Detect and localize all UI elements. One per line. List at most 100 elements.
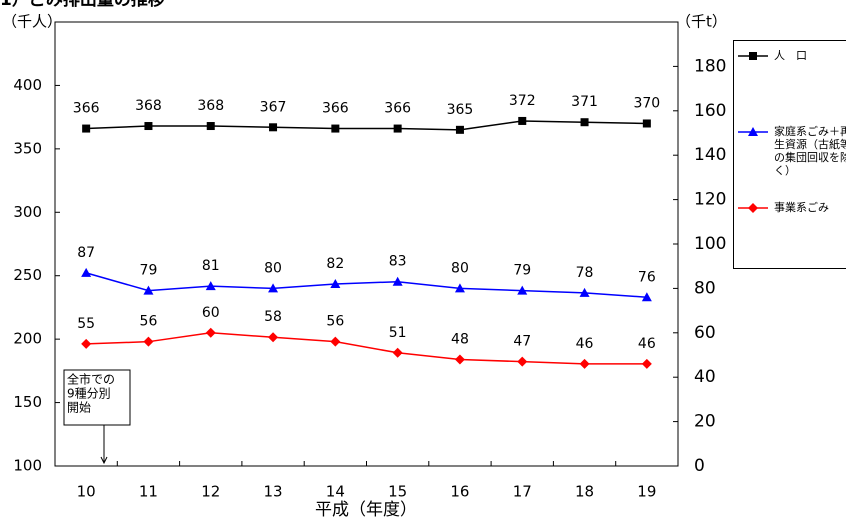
point xyxy=(206,122,215,131)
y2-tick-label: 160 xyxy=(694,101,726,121)
point xyxy=(392,347,403,358)
point xyxy=(642,119,651,128)
legend-label: 家庭系ごみ＋再生資源（古紙等の集団回収を除く） xyxy=(774,125,846,177)
y2-tick-label: 40 xyxy=(694,367,716,387)
legend-label: 人 口 xyxy=(774,49,807,62)
x-tick-label: 17 xyxy=(513,483,532,501)
data-label: 60 xyxy=(202,305,220,321)
data-label: 48 xyxy=(451,331,469,347)
data-label: 51 xyxy=(389,325,407,341)
y-axis-label: （千人） xyxy=(2,13,62,31)
series-line xyxy=(86,120,647,131)
data-label: 82 xyxy=(326,256,344,272)
point xyxy=(580,118,589,127)
data-label: 80 xyxy=(451,260,469,276)
data-label: 80 xyxy=(264,260,282,276)
point xyxy=(143,285,154,295)
point xyxy=(641,292,652,302)
y2-tick-label: 0 xyxy=(694,456,705,476)
x-tick-label: 18 xyxy=(575,483,594,501)
annotation: 9種分別 xyxy=(67,387,111,401)
data-label: 47 xyxy=(513,334,531,350)
legend-label: 事業系ごみ xyxy=(774,201,829,214)
legend-swatch xyxy=(738,126,768,138)
legend: 人 口家庭系ごみ＋再生資源（古紙等の集団回収を除く） 事業系ごみ xyxy=(733,40,846,269)
x-axis-label: 平成（年度） xyxy=(315,500,417,520)
data-label: 58 xyxy=(264,309,282,325)
point xyxy=(331,124,340,133)
y2-axis-label: （千t） xyxy=(676,13,727,31)
y2-tick-label: 100 xyxy=(694,234,726,254)
x-tick-label: 12 xyxy=(201,483,220,501)
point xyxy=(81,267,92,277)
data-label: 78 xyxy=(576,265,594,281)
x-tick-label: 14 xyxy=(326,483,345,501)
point xyxy=(330,336,341,347)
point xyxy=(392,276,403,286)
data-label: 368 xyxy=(135,98,162,114)
data-label: 79 xyxy=(513,263,531,279)
data-label: 366 xyxy=(322,101,349,117)
data-label: 372 xyxy=(509,93,536,109)
y2-tick-label: 140 xyxy=(694,145,726,165)
x-tick-label: 10 xyxy=(77,483,96,501)
data-label: 81 xyxy=(202,258,220,274)
point xyxy=(205,281,216,291)
data-label: 366 xyxy=(384,101,411,117)
y-tick-label: 350 xyxy=(13,139,42,157)
x-tick-label: 16 xyxy=(450,483,469,501)
x-tick-label: 11 xyxy=(139,483,158,501)
point xyxy=(517,285,528,295)
y2-tick-label: 120 xyxy=(694,190,726,210)
data-label: 371 xyxy=(571,94,598,110)
x-tick-label: 19 xyxy=(637,483,656,501)
x-tick-label: 15 xyxy=(388,483,407,501)
point xyxy=(454,354,465,365)
plot-area xyxy=(54,21,679,467)
y2-tick-label: 60 xyxy=(694,323,716,343)
point xyxy=(579,287,590,297)
data-label: 76 xyxy=(638,269,656,285)
data-label: 87 xyxy=(77,245,95,261)
point xyxy=(143,336,154,347)
y2-tick-label: 180 xyxy=(694,56,726,76)
data-label: 46 xyxy=(576,336,594,352)
point xyxy=(454,283,465,293)
chart-title: 1）ごみ排出量の推移 xyxy=(0,0,165,10)
data-label: 55 xyxy=(77,316,95,332)
point xyxy=(144,122,153,131)
point xyxy=(81,338,92,349)
legend-swatch xyxy=(738,50,768,62)
series-line xyxy=(85,272,647,299)
y-tick-label: 400 xyxy=(13,76,42,94)
data-label: 368 xyxy=(197,98,224,114)
data-label: 56 xyxy=(326,314,344,330)
data-label: 370 xyxy=(633,95,660,111)
data-label: 79 xyxy=(140,263,158,279)
y-tick-label: 250 xyxy=(13,266,42,284)
annotation: 開始 xyxy=(67,401,91,415)
point xyxy=(330,278,341,288)
annotation-box xyxy=(63,369,131,426)
annotation-arrowhead xyxy=(100,456,108,465)
point xyxy=(518,116,527,125)
point xyxy=(269,123,278,132)
y-tick-label: 200 xyxy=(13,330,42,348)
y2-tick-label: 20 xyxy=(694,412,716,432)
x-tick-label: 13 xyxy=(264,483,283,501)
point xyxy=(579,358,590,369)
data-label: 56 xyxy=(140,314,158,330)
legend-swatch xyxy=(738,202,768,214)
point xyxy=(393,124,402,133)
point xyxy=(517,356,528,367)
y2-tick-label: 80 xyxy=(694,278,716,298)
y-tick-label: 300 xyxy=(13,203,42,221)
point xyxy=(205,327,216,338)
point xyxy=(455,125,464,134)
data-label: 46 xyxy=(638,336,656,352)
point xyxy=(268,332,279,343)
data-label: 83 xyxy=(389,254,407,270)
data-label: 365 xyxy=(447,102,474,118)
